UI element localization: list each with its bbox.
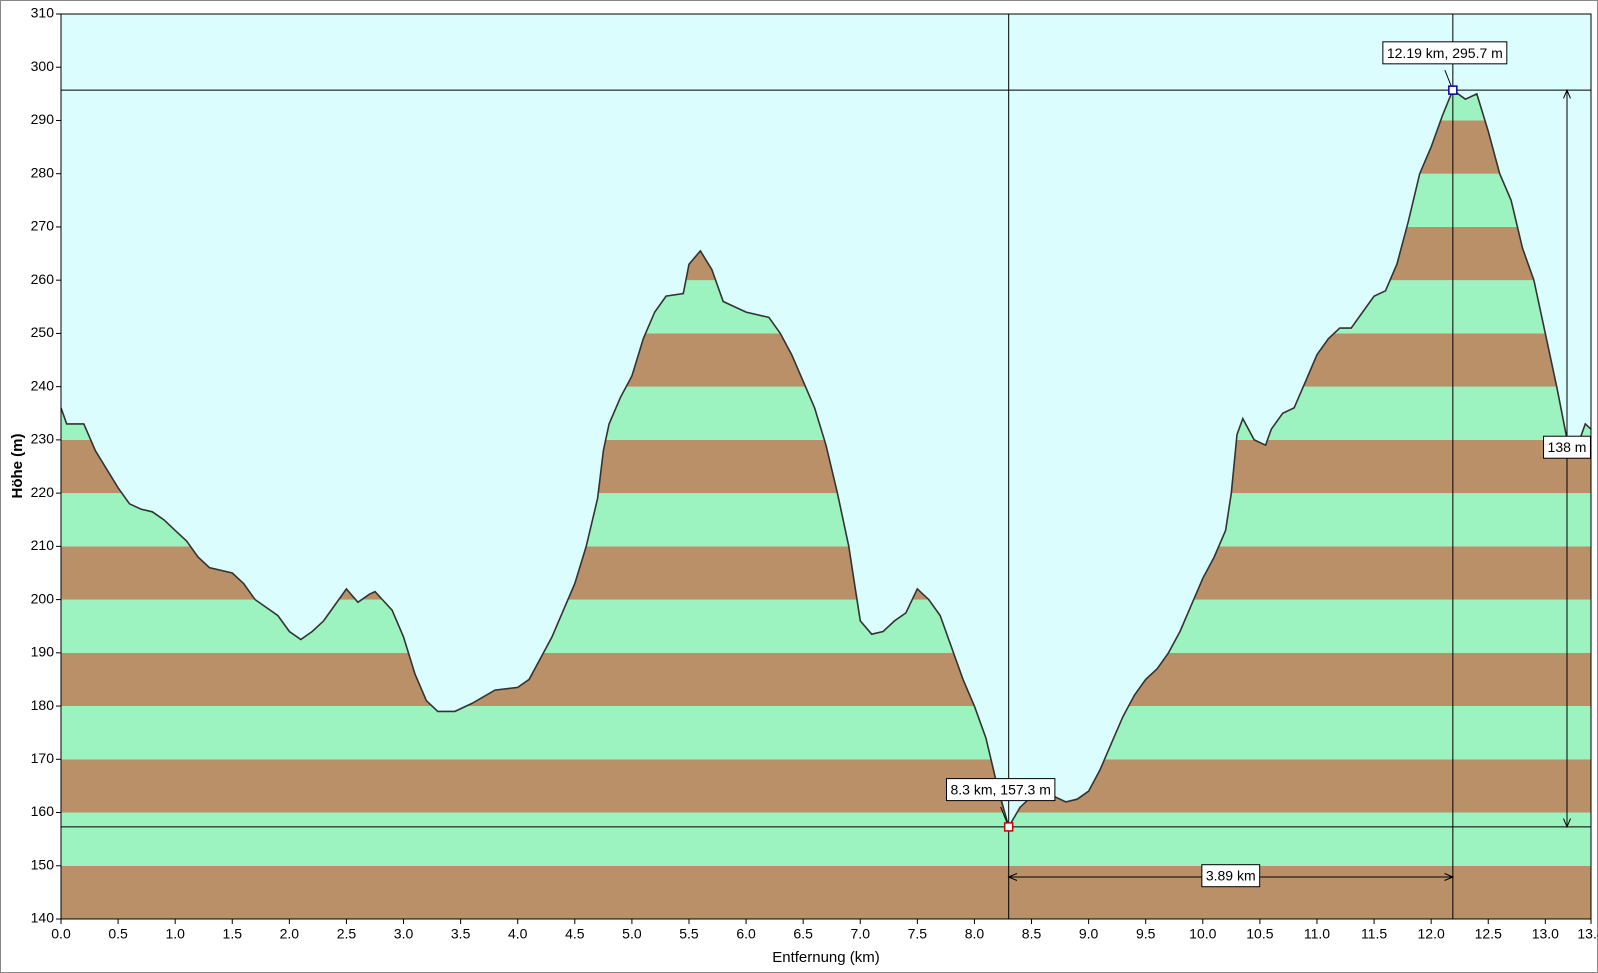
x-tick-label: 12.5: [1475, 926, 1502, 942]
x-tick-label: 3.5: [451, 926, 471, 942]
x-tick-label: 4.5: [565, 926, 585, 942]
y-tick-label: 170: [31, 750, 55, 766]
x-tick-label: 10.5: [1246, 926, 1273, 942]
x-axis-title: Entfernung (km): [772, 949, 880, 966]
height-arrow-head: [1563, 88, 1571, 99]
elevation-band: [61, 706, 1591, 760]
x-tick-label: 5.0: [622, 926, 642, 942]
distance-arrow-head: [1007, 873, 1018, 881]
distance-label-box: [1201, 864, 1261, 888]
distance-label: 3.89 km: [1206, 868, 1256, 884]
x-tick-label: 13.0: [1532, 926, 1559, 942]
x-tick-label: 1.5: [223, 926, 243, 942]
y-tick-label: 210: [31, 537, 55, 553]
x-tick-label: 7.5: [908, 926, 928, 942]
elevation-band: [61, 812, 1591, 866]
x-tick-label: 6.5: [793, 926, 813, 942]
x-tick-label: 10.0: [1189, 926, 1216, 942]
annotation-label-box: [1382, 41, 1508, 65]
x-tick-label: 0.5: [108, 926, 128, 942]
elevation-band: [61, 652, 1591, 707]
y-tick-label: 250: [31, 324, 55, 340]
y-tick-label: 230: [31, 431, 55, 447]
x-tick-label: 3.0: [394, 926, 414, 942]
annotation-marker: [1003, 822, 1014, 832]
elevation-band: [61, 865, 1591, 919]
x-tick-label: 5.5: [679, 926, 699, 942]
x-tick-label: 7.0: [851, 926, 871, 942]
y-tick-label: 190: [31, 644, 55, 660]
y-tick-label: 280: [31, 164, 55, 180]
x-tick-label: 6.0: [736, 926, 756, 942]
x-tick-label: 2.5: [337, 926, 357, 942]
height-label-box: [1543, 435, 1591, 459]
annotation-label: 12.19 km, 295.7 m: [1387, 45, 1503, 61]
y-tick-label: 180: [31, 697, 55, 713]
x-tick-label: 11.5: [1361, 926, 1387, 942]
profile-line: [60, 88, 1592, 829]
y-tick-label: 270: [31, 218, 55, 234]
annotation-label-group: 8.3 km, 157.3 m: [945, 778, 1056, 802]
distance-label-group: 3.89 km: [1201, 864, 1261, 888]
x-tick-label: 1.0: [165, 926, 185, 942]
distance-arrow-head: [1444, 873, 1455, 881]
y-tick-label: 300: [31, 58, 55, 74]
y-tick-label: 260: [31, 271, 55, 287]
plot-border: [60, 13, 1592, 920]
height-label-group: 138 m: [1543, 435, 1591, 459]
annotation-label: 8.3 km, 157.3 m: [950, 782, 1050, 798]
x-tick-label: 4.0: [508, 926, 528, 942]
annotation-label-group: 12.19 km, 295.7 m: [1382, 41, 1508, 65]
x-tick-label: 8.5: [1022, 926, 1042, 942]
y-tick-label: 160: [31, 803, 55, 819]
y-tick-label: 240: [31, 377, 55, 393]
y-tick-label: 150: [31, 856, 55, 872]
annotation-marker: [1448, 85, 1458, 95]
x-tick-label: 13.4: [1577, 926, 1598, 942]
x-tick-label: 0.0: [51, 926, 71, 942]
y-axis-title: Höhe (m): [9, 434, 26, 499]
height-arrow-head: [1563, 818, 1571, 829]
y-tick-label: 290: [31, 111, 55, 127]
x-tick-label: 9.0: [1079, 926, 1099, 942]
y-tick-label: 310: [31, 5, 55, 21]
x-tick-label: 11.0: [1304, 926, 1330, 942]
y-tick-label: 200: [31, 590, 55, 606]
x-tick-label: 8.0: [965, 926, 985, 942]
elevation-band: [61, 759, 1591, 813]
y-tick-label: 220: [31, 484, 55, 500]
x-tick-label: 12.0: [1418, 926, 1445, 942]
height-label: 138 m: [1548, 439, 1587, 455]
y-tick-label: 140: [31, 910, 55, 926]
annotation-label-box: [945, 778, 1056, 802]
x-tick-label: 9.5: [1136, 926, 1156, 942]
x-tick-label: 2.0: [280, 926, 300, 942]
